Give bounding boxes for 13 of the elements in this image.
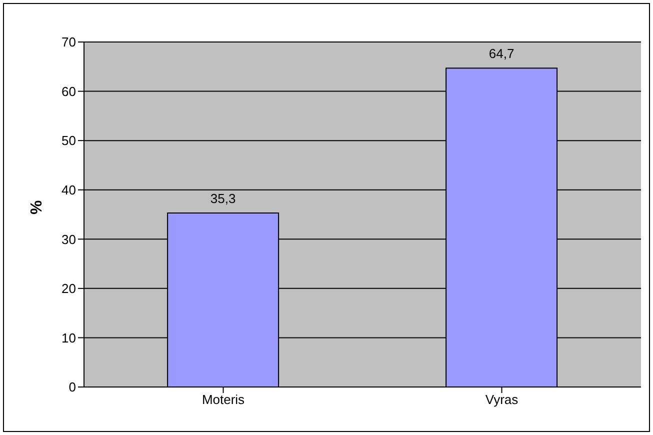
y-tick-label: 0 (68, 380, 76, 395)
y-tick-label: 50 (62, 133, 76, 148)
data-label: 64,7 (488, 46, 514, 62)
x-tick-label: Moteris (202, 392, 246, 408)
y-tick-label: 60 (62, 84, 76, 99)
y-tick-label: 20 (62, 281, 76, 296)
y-tick-label: 70 (62, 34, 76, 50)
y-tick-label: 30 (62, 232, 76, 247)
data-label: 35,3 (210, 191, 236, 206)
y-tick-label: 40 (62, 182, 76, 198)
y-axis-title: % (28, 200, 46, 214)
x-tick-label: Vyras (485, 392, 519, 408)
y-tick-label: 10 (62, 330, 76, 346)
